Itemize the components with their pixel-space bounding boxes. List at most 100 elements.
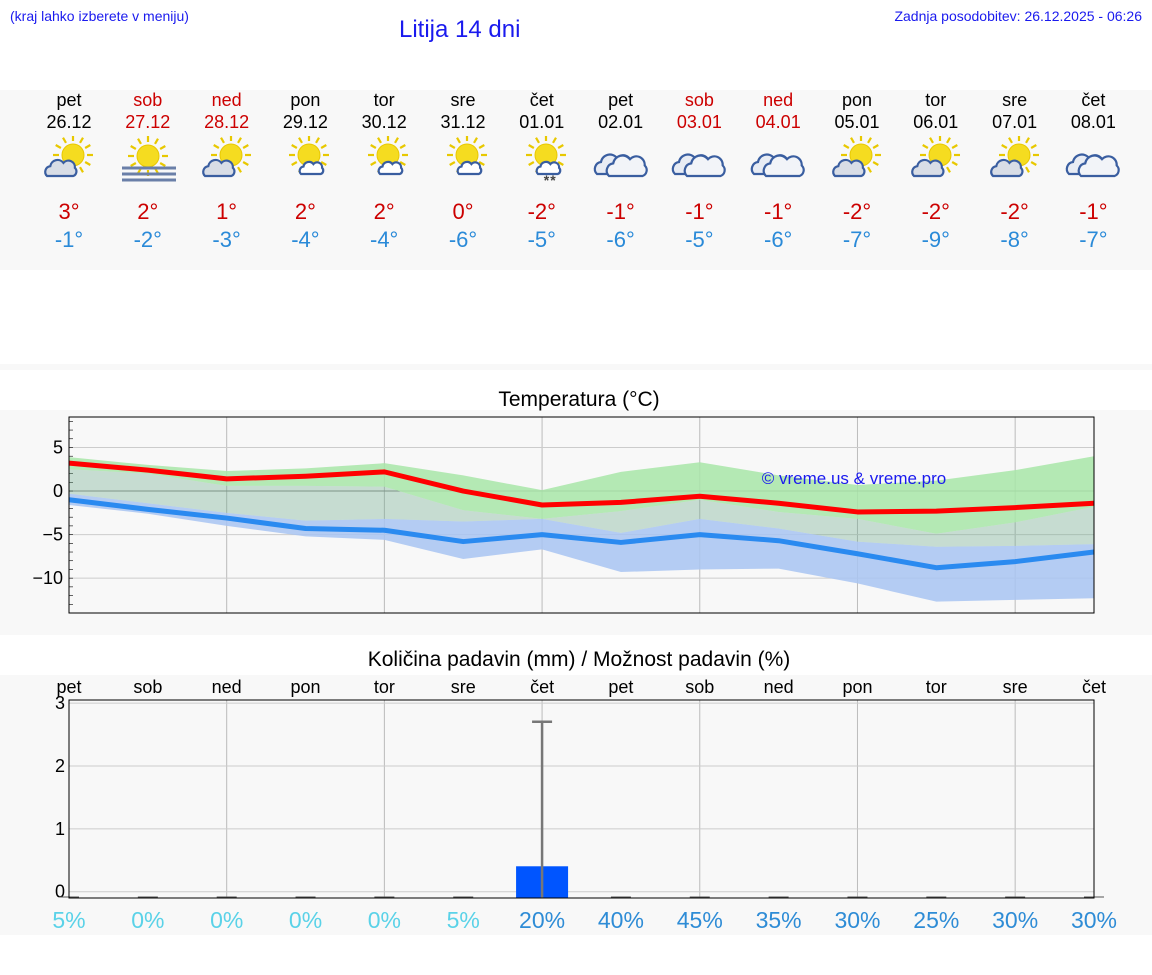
day-date: 30.12 <box>361 112 407 132</box>
day-date: 29.12 <box>282 112 328 132</box>
precip-probability: 20% <box>519 907 565 933</box>
y-tick-label: 1 <box>55 819 65 839</box>
day-column: sob 03.01 <box>659 89 739 133</box>
temperature-chart: 5 0 −5 −10 © vreme.us & vreme.pro <box>32 416 1095 614</box>
day-column: sob 27.12 <box>108 89 188 133</box>
x-tick-label: tor <box>374 677 395 697</box>
cloud-icon <box>1066 153 1121 178</box>
x-tick-label: ned <box>212 677 242 697</box>
precip-probability: 40% <box>598 907 644 933</box>
temp-min: -3° <box>212 227 241 252</box>
temp-min: -8° <box>1000 227 1029 252</box>
day-name: tor <box>373 90 395 110</box>
day-name: sob <box>684 90 714 110</box>
precip-probability: 0% <box>131 907 164 933</box>
day-name: ned <box>211 90 242 110</box>
day-date: 05.01 <box>834 112 880 132</box>
temp-min: -6° <box>764 227 793 252</box>
sun-cloud-icon <box>832 136 881 178</box>
min-temp-line <box>68 497 1095 571</box>
last-updated: Zadnja posodobitev: 26.12.2025 - 06:26 <box>894 8 1142 24</box>
temp-max: 2° <box>137 199 159 224</box>
x-tick-label: pon <box>842 677 872 697</box>
x-tick-label: pet <box>56 677 81 697</box>
day-date: 31.12 <box>440 112 486 132</box>
day-name: pon <box>841 90 873 110</box>
day-date: 03.01 <box>676 112 722 132</box>
forecast-band <box>0 90 1152 270</box>
day-column: pet 26.12 <box>29 89 109 133</box>
sun-small-cloud-icon <box>447 136 487 176</box>
cloud-icon <box>672 153 727 178</box>
sun-cloud-icon <box>44 136 93 178</box>
temp-min: -4° <box>370 227 399 252</box>
location-hint[interactable]: (kraj lahko izberete v meniju) <box>10 8 189 24</box>
x-tick-label: sre <box>1003 677 1028 697</box>
precip-probability: 5% <box>447 907 480 933</box>
day-column: čet 08.01 <box>1053 89 1133 133</box>
y-tick-label: −10 <box>32 568 63 588</box>
temp-min: -4° <box>291 227 320 252</box>
cloud-shape <box>1078 154 1121 178</box>
temp-max: 1° <box>216 199 238 224</box>
day-date: 01.01 <box>519 112 565 132</box>
cloud-shape <box>298 160 325 176</box>
precipitation-title: Količina padavin (mm) / Možnost padavin … <box>367 648 791 671</box>
temp-min: -5° <box>527 227 556 252</box>
day-name: sre <box>1002 90 1028 110</box>
temp-min: -6° <box>606 227 635 252</box>
precip-probability: 35% <box>756 907 802 933</box>
plot-area <box>69 700 1094 898</box>
precip-probability: 45% <box>677 907 723 933</box>
day-date: 08.01 <box>1070 112 1116 132</box>
day-name: tor <box>925 90 947 110</box>
sun-cloud-icon <box>201 136 251 178</box>
y-tick-label: −5 <box>42 525 63 545</box>
sun-cloud-icon <box>989 136 1039 178</box>
day-name: pon <box>290 90 321 110</box>
precip-probability: 30% <box>834 907 880 933</box>
day-name: sre <box>450 90 476 110</box>
x-tick-label: pet <box>608 677 633 697</box>
day-date: 26.12 <box>46 112 92 132</box>
precip-probability: 25% <box>913 907 959 933</box>
cloud-shape <box>605 154 648 178</box>
day-date: 28.12 <box>204 112 250 132</box>
separator <box>0 364 1152 370</box>
temp-max: -2° <box>842 199 872 224</box>
x-tick-label: tor <box>926 677 947 697</box>
precip-probability: 5% <box>52 907 85 933</box>
day-date: 04.01 <box>755 112 801 132</box>
cloud-shape <box>832 158 866 178</box>
sun-shape <box>127 136 168 176</box>
y-tick-label: 5 <box>53 437 63 457</box>
cloud-shape <box>535 160 562 176</box>
temp-max: 2° <box>294 199 316 224</box>
y-tick-label: 2 <box>55 756 65 776</box>
x-tick-label: čet <box>1082 677 1106 697</box>
y-tick-label: 0 <box>55 882 65 902</box>
page-title: Litija 14 dni <box>399 16 521 43</box>
cloud-shape <box>44 158 78 178</box>
temp-min: -9° <box>921 227 950 252</box>
day-name: pet <box>56 90 82 110</box>
x-tick-label: sob <box>685 677 714 697</box>
temp-min: -7° <box>1079 227 1108 252</box>
sun-small-cloud-icon <box>289 136 330 176</box>
day-date: 02.01 <box>598 112 644 132</box>
x-tick-label: sre <box>451 677 476 697</box>
day-column: ned 04.01 <box>738 89 818 133</box>
precip-probability: 0% <box>289 907 322 933</box>
temp-max: -1° <box>1079 199 1108 224</box>
cloud-icon <box>750 153 805 178</box>
day-name: čet <box>529 90 554 110</box>
y-tick-label: 3 <box>55 693 65 713</box>
cloud-shape <box>911 158 945 178</box>
day-name: pet <box>608 90 634 110</box>
plot-frame <box>68 699 1095 899</box>
temp-min: -1° <box>54 227 84 252</box>
x-tick-label: čet <box>530 677 554 697</box>
temp-max: -2° <box>1000 199 1029 224</box>
day-column: pon 29.12 <box>265 89 345 133</box>
